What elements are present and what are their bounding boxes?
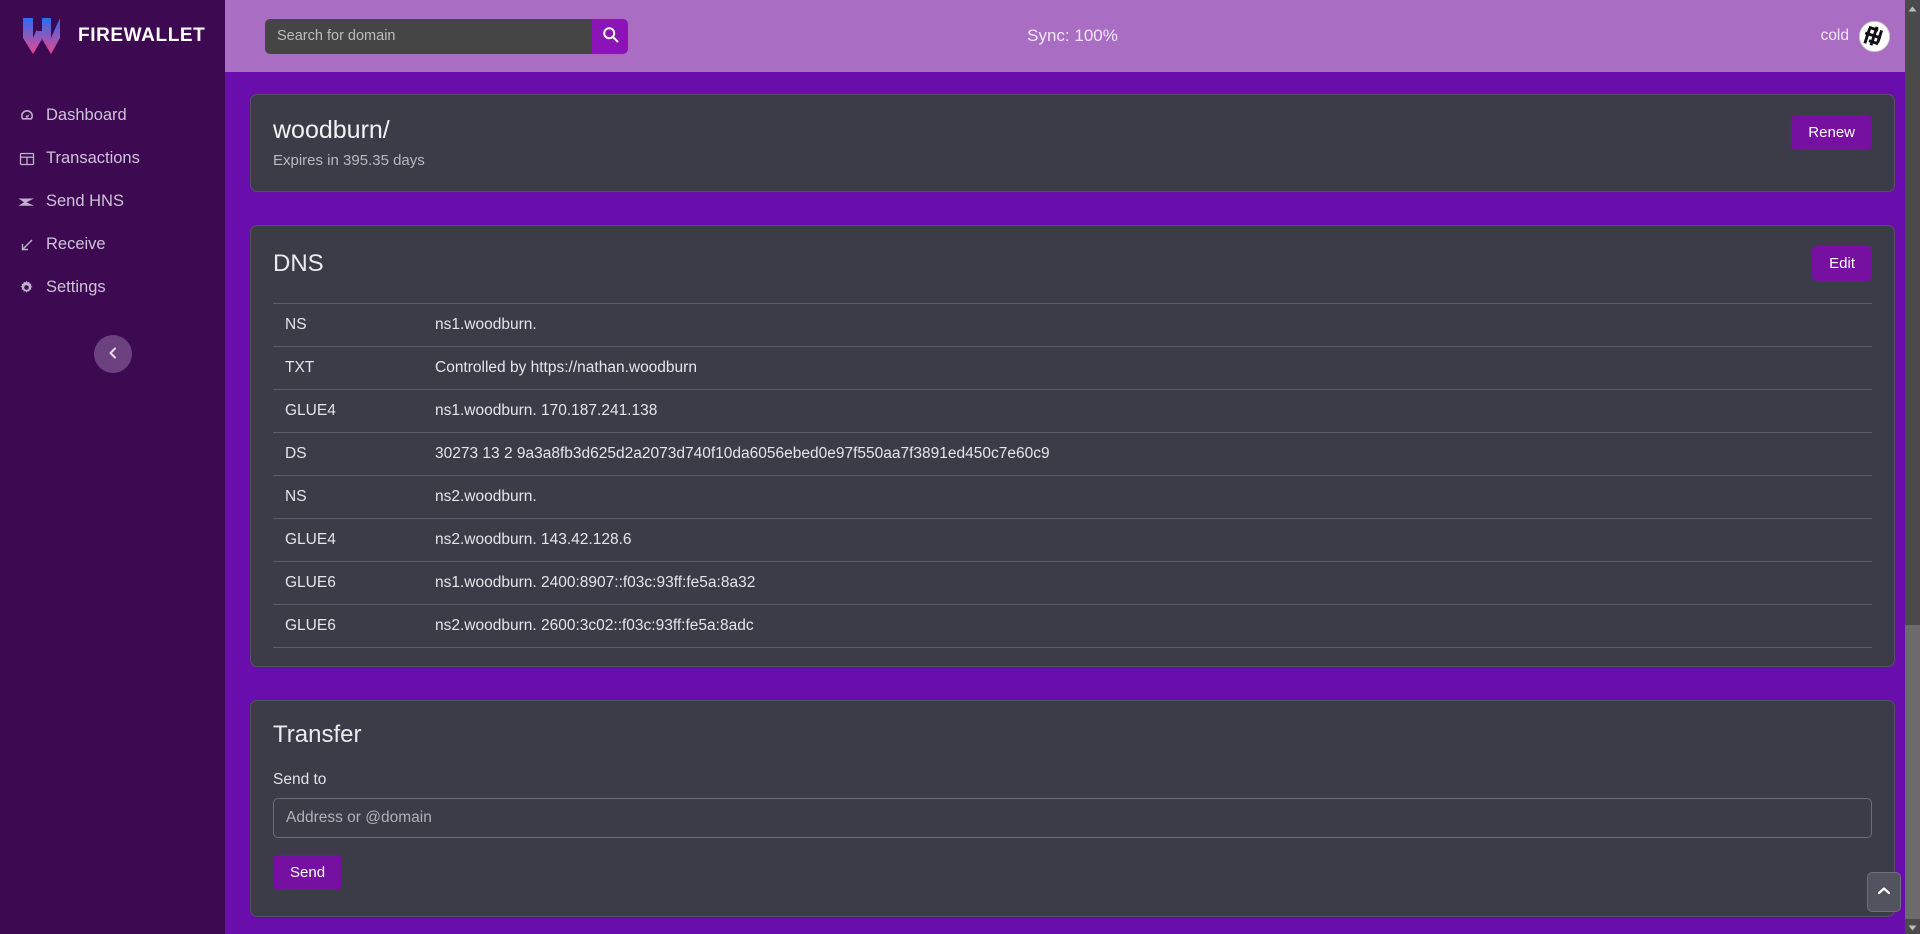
table-row[interactable]: DS 30273 13 2 9a3a8fb3d625d2a2073d740f10… bbox=[273, 432, 1872, 476]
search-input[interactable] bbox=[265, 18, 592, 54]
dns-record-type: TXT bbox=[285, 359, 315, 377]
caret-up-icon bbox=[1908, 0, 1917, 17]
scrollbar-thumb[interactable] bbox=[1905, 15, 1920, 625]
brand[interactable]: FIREWALLET bbox=[0, 0, 225, 72]
dns-record-type: GLUE4 bbox=[285, 531, 336, 549]
search-wrap bbox=[265, 18, 628, 54]
dns-record-value: ns2.woodburn. 2600:3c02::f03c:93ff:fe5a:… bbox=[435, 617, 754, 635]
transfer-card: Transfer Send to Send bbox=[250, 700, 1895, 918]
dns-record-value: ns2.woodburn. bbox=[435, 488, 537, 506]
dns-record-value: ns1.woodburn. 170.187.241.138 bbox=[435, 402, 658, 420]
search-button[interactable] bbox=[592, 18, 628, 54]
dns-record-value: Controlled by https://nathan.woodburn bbox=[435, 359, 697, 377]
table-row[interactable]: GLUE6 ns2.woodburn. 2600:3c02::f03c:93ff… bbox=[273, 604, 1872, 648]
dns-record-type: GLUE6 bbox=[285, 574, 336, 592]
transfer-address-input[interactable] bbox=[273, 798, 1872, 839]
table-row[interactable]: GLUE6 ns1.woodburn. 2400:8907::f03c:93ff… bbox=[273, 561, 1872, 605]
dashboard-gauge-icon bbox=[18, 107, 35, 124]
gear-icon bbox=[18, 279, 35, 296]
scrollbar-down-button[interactable] bbox=[1905, 919, 1920, 934]
arrow-down-left-icon bbox=[18, 236, 35, 253]
table-row[interactable]: NS ns2.woodburn. bbox=[273, 475, 1872, 519]
scrollbar-up-button[interactable] bbox=[1905, 0, 1920, 15]
sidebar-item-dashboard[interactable]: Dashboard bbox=[0, 94, 225, 137]
vertical-scrollbar[interactable] bbox=[1905, 0, 1920, 934]
dns-record-value: ns1.woodburn. bbox=[435, 316, 537, 334]
sidebar-item-settings[interactable]: Settings bbox=[0, 266, 225, 309]
main-area: Sync: 100% cold bbox=[225, 0, 1920, 934]
sidebar-item-label: Transactions bbox=[46, 149, 140, 167]
w-logo-icon bbox=[22, 17, 62, 55]
page-title: woodburn/ bbox=[273, 116, 390, 144]
sidebar-item-label: Settings bbox=[46, 278, 106, 296]
domain-info: woodburn/ Expires in 395.35 days bbox=[273, 115, 425, 169]
dns-record-type: GLUE4 bbox=[285, 402, 336, 420]
dns-record-value: ns1.woodburn. 2400:8907::f03c:93ff:fe5a:… bbox=[435, 574, 756, 592]
table-grid-icon bbox=[18, 150, 35, 167]
content-scroll-area: woodburn/ Expires in 395.35 days Renew D… bbox=[225, 72, 1920, 934]
paper-plane-icon bbox=[18, 193, 35, 210]
domain-expiry: Expires in 395.35 days bbox=[273, 152, 425, 170]
table-row[interactable]: TXT Controlled by https://nathan.woodbur… bbox=[273, 346, 1872, 390]
account-label: cold bbox=[1820, 27, 1849, 44]
dns-record-type: NS bbox=[285, 316, 307, 334]
table-row[interactable]: GLUE4 ns2.woodburn. 143.42.128.6 bbox=[273, 518, 1872, 562]
sidebar-item-label: Receive bbox=[46, 235, 106, 253]
domain-summary-card: woodburn/ Expires in 395.35 days Renew bbox=[250, 94, 1895, 193]
sidebar-item-receive[interactable]: Receive bbox=[0, 223, 225, 266]
dns-records-table: NS ns1.woodburn. TXT Controlled by https… bbox=[273, 303, 1872, 648]
sidebar-collapse-wrap bbox=[0, 335, 225, 373]
chevron-up-icon bbox=[1877, 883, 1891, 901]
caret-down-icon bbox=[1908, 918, 1917, 934]
edit-dns-button[interactable]: Edit bbox=[1812, 246, 1872, 282]
identicon-avatar[interactable] bbox=[1859, 20, 1890, 52]
dns-record-type: GLUE6 bbox=[285, 617, 336, 635]
sidebar-nav: Dashboard Transactions bbox=[0, 94, 225, 309]
topbar: Sync: 100% cold bbox=[225, 0, 1920, 72]
transfer-title: Transfer bbox=[273, 721, 362, 749]
sidebar-item-label: Dashboard bbox=[46, 106, 127, 124]
sidebar: FIREWALLET Dashboard bbox=[0, 0, 225, 934]
sidebar-item-label: Send HNS bbox=[46, 192, 124, 210]
dns-card-header: DNS Edit bbox=[273, 246, 1872, 282]
table-row[interactable]: GLUE4 ns1.woodburn. 170.187.241.138 bbox=[273, 389, 1872, 433]
account-menu[interactable]: cold bbox=[1820, 20, 1890, 52]
renew-button[interactable]: Renew bbox=[1791, 115, 1872, 150]
dns-record-value: 30273 13 2 9a3a8fb3d625d2a2073d740f10da6… bbox=[435, 445, 1050, 463]
search-icon bbox=[602, 26, 619, 46]
dns-record-type: DS bbox=[285, 445, 307, 463]
dns-records-body: NS ns1.woodburn. TXT Controlled by https… bbox=[273, 303, 1872, 648]
dns-record-value: ns2.woodburn. 143.42.128.6 bbox=[435, 531, 632, 549]
sidebar-item-send-hns[interactable]: Send HNS bbox=[0, 180, 225, 223]
send-to-label: Send to bbox=[273, 771, 327, 789]
sync-status: Sync: 100% bbox=[1027, 26, 1118, 45]
sidebar-collapse-button[interactable] bbox=[93, 335, 132, 373]
dns-record-type: NS bbox=[285, 488, 307, 506]
transfer-send-button[interactable]: Send bbox=[273, 855, 343, 891]
sidebar-item-transactions[interactable]: Transactions bbox=[0, 137, 225, 180]
brand-name: FIREWALLET bbox=[78, 25, 206, 46]
chevron-left-icon bbox=[107, 346, 119, 363]
table-row[interactable]: NS ns1.woodburn. bbox=[273, 303, 1872, 347]
dns-title: DNS bbox=[273, 249, 324, 277]
dns-card: DNS Edit NS ns1.woodburn. TXT Controlled… bbox=[250, 225, 1895, 668]
scroll-to-top-button[interactable] bbox=[1867, 872, 1901, 912]
